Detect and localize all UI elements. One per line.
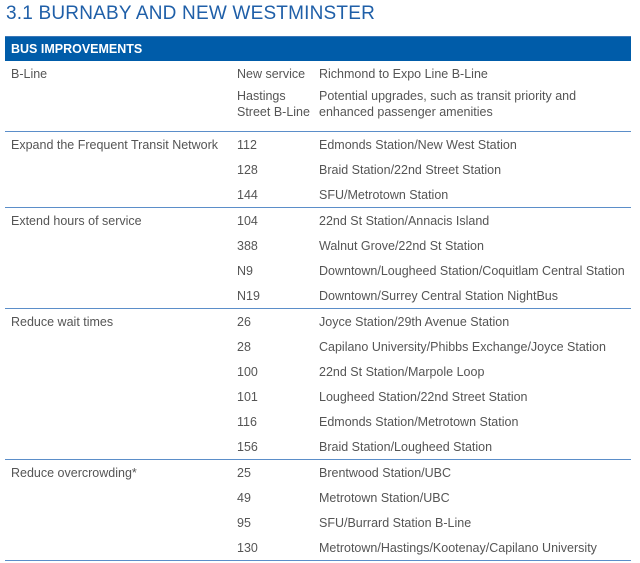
description-cell: Braid Station/Lougheed Station bbox=[319, 439, 493, 454]
table-group: Expand the Frequent Transit Network 112 Ed… bbox=[5, 132, 631, 208]
description-cell: Capilano University/Phibbs Exchange/Joyc… bbox=[319, 339, 606, 354]
bus-improvements-table: BUS IMPROVEMENTS B-Line New service Richmo… bbox=[5, 36, 631, 561]
category-label: Extend hours of service bbox=[11, 213, 142, 228]
description-cell: Joyce Station/29th Avenue Station bbox=[319, 314, 510, 329]
table-row: 101 Lougheed Station/22nd Street Station bbox=[5, 384, 631, 409]
route-cell: Hastings Street B-Line bbox=[237, 89, 310, 119]
route-cell: 116 bbox=[237, 414, 257, 429]
table-row: 116 Edmonds Station/Metrotown Station bbox=[5, 409, 631, 434]
route-cell: 388 bbox=[237, 238, 258, 253]
route-cell: 101 bbox=[237, 389, 258, 404]
route-cell: 104 bbox=[237, 213, 258, 228]
description-cell: 22nd St Station/Annacis Island bbox=[319, 213, 490, 228]
category-label: B-Line bbox=[11, 66, 48, 81]
description-cell: Metrotown Station/UBC bbox=[319, 490, 450, 505]
description-cell: Richmond to Expo Line B-Line bbox=[319, 66, 488, 81]
route-cell: 144 bbox=[237, 187, 258, 202]
description-cell: Braid Station/22nd Street Station bbox=[319, 162, 502, 177]
table-row: N9 Downtown/Lougheed Station/Coquitlam Ce… bbox=[5, 258, 631, 283]
table-row: 156 Braid Station/Lougheed Station bbox=[5, 434, 631, 459]
route-cell: 95 bbox=[237, 515, 251, 530]
route-cell: N19 bbox=[237, 288, 260, 303]
category-label: Reduce wait times bbox=[11, 314, 114, 329]
description-cell: Metrotown/Hastings/Kootenay/Capilano Uni… bbox=[319, 540, 597, 555]
table-group: Reduce wait times 26 Joyce Station/29th Av… bbox=[5, 309, 631, 460]
table-row: 100 22nd St Station/Marpole Loop bbox=[5, 359, 631, 384]
table-row: Expand the Frequent Transit Network 112 Ed… bbox=[5, 132, 631, 157]
table-body: B-Line New service Richmond to Expo Line B… bbox=[5, 61, 631, 561]
route-cell: 156 bbox=[237, 439, 258, 454]
section-title: 3.1 BURNABY AND NEW WESTMINSTER bbox=[6, 3, 376, 24]
table-row: N19 Downtown/Surrey Central Station Night… bbox=[5, 283, 631, 308]
description-cell: Lougheed Station/22nd Street Station bbox=[319, 389, 528, 404]
category-label: Reduce overcrowding* bbox=[11, 465, 137, 480]
table-row: 388 Walnut Grove/22nd St Station bbox=[5, 233, 631, 258]
description-cell: Downtown/Lougheed Station/Coquitlam Cent… bbox=[319, 263, 625, 278]
table-row: 28 Capilano University/Phibbs Exchange/Jo… bbox=[5, 334, 631, 359]
route-cell: 25 bbox=[237, 465, 251, 480]
route-cell: 128 bbox=[237, 162, 258, 177]
table-row: 130 Metrotown/Hastings/Kootenay/Capilano … bbox=[5, 535, 631, 560]
description-cell: Downtown/Surrey Central Station NightBus bbox=[319, 288, 559, 303]
route-cell: 28 bbox=[237, 339, 251, 354]
route-cell: 112 bbox=[237, 137, 257, 152]
route-cell: 100 bbox=[237, 364, 258, 379]
table-row: 49 Metrotown Station/UBC bbox=[5, 485, 631, 510]
table-row: Reduce overcrowding* 25 Brentwood Station/… bbox=[5, 460, 631, 485]
route-cell: 49 bbox=[237, 490, 251, 505]
route-cell: 130 bbox=[237, 540, 258, 555]
description-cell: SFU/Burrard Station B-Line bbox=[319, 515, 472, 530]
table-row: 95 SFU/Burrard Station B-Line bbox=[5, 510, 631, 535]
table-row: 128 Braid Station/22nd Street Station bbox=[5, 157, 631, 182]
table-row: Extend hours of service 104 22nd St Statio… bbox=[5, 208, 631, 233]
description-cell: 22nd St Station/Marpole Loop bbox=[319, 364, 485, 379]
route-cell: 26 bbox=[237, 314, 251, 329]
table-row: 144 SFU/Metrotown Station bbox=[5, 182, 631, 207]
table-group: B-Line New service Richmond to Expo Line B… bbox=[5, 61, 631, 132]
description-cell: Edmonds Station/New West Station bbox=[319, 137, 517, 152]
route-cell: New service bbox=[237, 66, 306, 81]
table-row: B-Line New service Richmond to Expo Line B… bbox=[5, 61, 631, 86]
category-label: Expand the Frequent Transit Network bbox=[11, 137, 219, 152]
description-cell: Edmonds Station/Metrotown Station bbox=[319, 414, 519, 429]
table-row: Hastings Street B-Line Potential upgrades… bbox=[5, 86, 631, 131]
description-cell: SFU/Metrotown Station bbox=[319, 187, 449, 202]
table-group: Extend hours of service 104 22nd St Statio… bbox=[5, 208, 631, 309]
table-header: BUS IMPROVEMENTS bbox=[5, 36, 631, 61]
description-cell: Walnut Grove/22nd St Station bbox=[319, 238, 484, 253]
route-cell: N9 bbox=[237, 263, 253, 278]
table-group: Reduce overcrowding* 25 Brentwood Station/… bbox=[5, 460, 631, 561]
description-cell: Brentwood Station/UBC bbox=[319, 465, 452, 480]
table-row: Reduce wait times 26 Joyce Station/29th Av… bbox=[5, 309, 631, 334]
description-cell: Potential upgrades, such as transit prio… bbox=[319, 89, 577, 119]
